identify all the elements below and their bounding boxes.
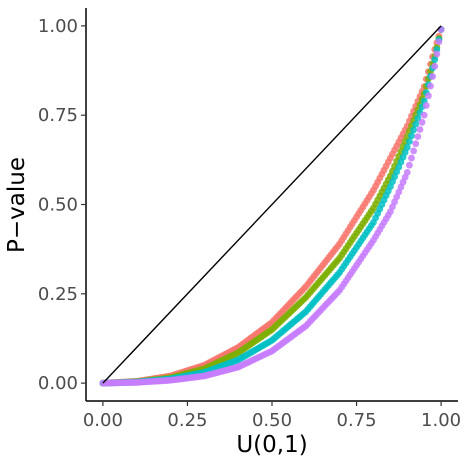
data-point bbox=[422, 102, 430, 109]
y-tick-label: 0.25 bbox=[38, 284, 78, 305]
data-point bbox=[416, 126, 424, 133]
series-layer bbox=[99, 26, 445, 387]
y-tick-label: 0.75 bbox=[38, 105, 78, 126]
x-axis-ticks: 0.00 0.25 0.50 0.75 1.00 bbox=[83, 401, 461, 431]
data-point bbox=[410, 126, 418, 134]
data-point bbox=[403, 143, 411, 151]
data-point bbox=[431, 62, 439, 70]
data-point bbox=[431, 56, 439, 63]
x-tick-label: 0.25 bbox=[167, 410, 207, 431]
data-point bbox=[405, 161, 413, 169]
data-point bbox=[437, 26, 445, 33]
y-axis-title: P−value bbox=[4, 157, 30, 253]
x-tick-label: 0.00 bbox=[83, 410, 123, 431]
data-point bbox=[433, 50, 441, 58]
data-point bbox=[420, 111, 428, 119]
y-tick-label: 0.50 bbox=[38, 195, 78, 216]
data-point bbox=[425, 92, 432, 100]
data-point bbox=[403, 168, 411, 176]
series-4 bbox=[99, 26, 445, 387]
data-point bbox=[412, 120, 420, 128]
reference-line bbox=[102, 25, 442, 384]
x-tick-label: 1.00 bbox=[421, 410, 461, 431]
data-point bbox=[410, 147, 418, 155]
x-axis-title: U(0,1) bbox=[236, 432, 307, 458]
data-point bbox=[408, 154, 415, 162]
data-point bbox=[435, 38, 443, 46]
y-axis-ticks: 0.00 0.25 0.50 0.75 1.00 bbox=[38, 16, 86, 394]
data-point bbox=[414, 114, 422, 122]
x-tick-label: 0.50 bbox=[252, 410, 292, 431]
data-point bbox=[412, 140, 420, 148]
data-point bbox=[429, 73, 437, 80]
data-point bbox=[427, 82, 434, 90]
data-point bbox=[408, 132, 415, 140]
data-point bbox=[418, 118, 426, 126]
data-point bbox=[405, 138, 413, 145]
data-point bbox=[414, 133, 422, 141]
y-tick-label: 0.00 bbox=[38, 373, 78, 394]
y-tick-label: 1.00 bbox=[38, 16, 78, 37]
x-tick-label: 0.75 bbox=[337, 410, 377, 431]
